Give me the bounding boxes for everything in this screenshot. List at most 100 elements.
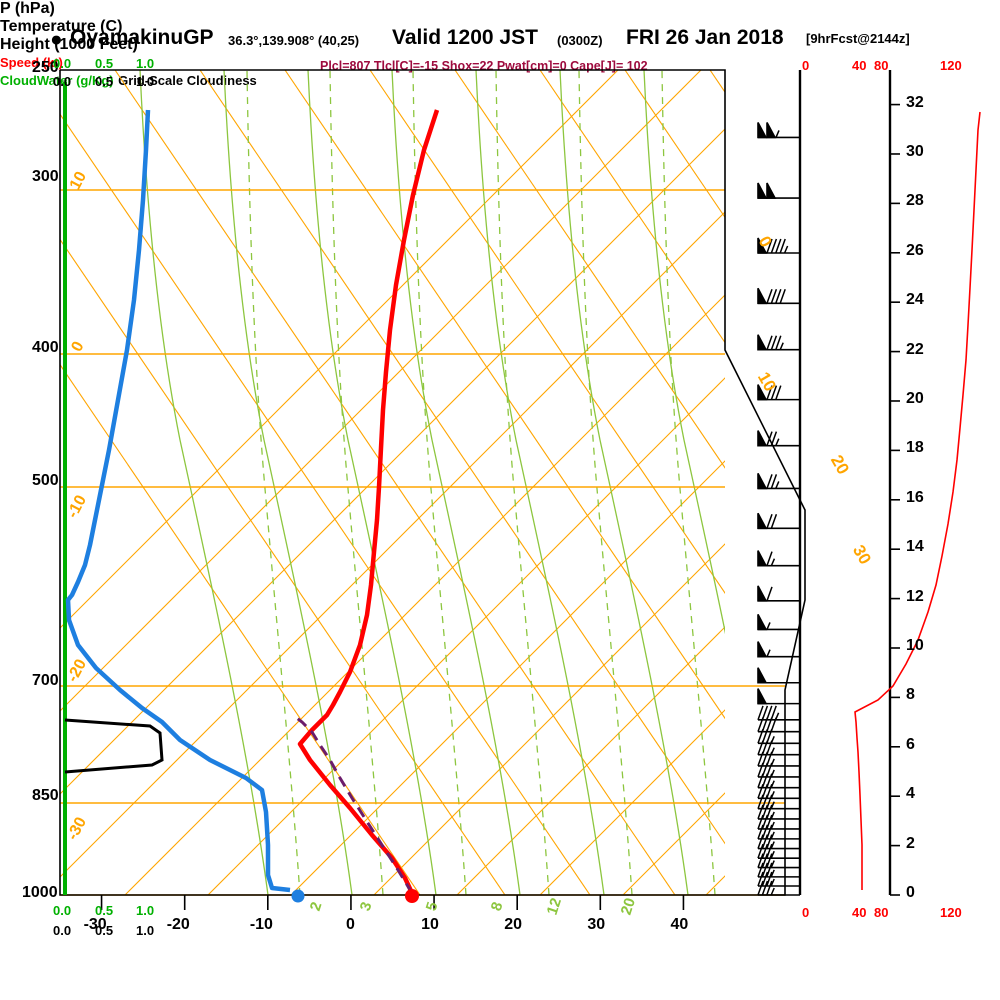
wind-barb	[757, 287, 800, 305]
forecast-tag: [9hrFcst@2144z]	[806, 31, 910, 46]
temperature-tick-20: 20	[504, 916, 522, 933]
wind-barb	[757, 853, 800, 869]
cloudwater-tick-bottom-0: 0.0	[53, 903, 72, 918]
wind-barb	[757, 585, 800, 602]
speed-tick-top-80: 80	[874, 58, 889, 73]
surface-dewpoint-marker	[291, 889, 305, 903]
valid-utc: (0300Z)	[557, 33, 603, 48]
wind-barb	[757, 880, 800, 896]
height-tick-22: 22	[906, 340, 924, 358]
wind-barb-group	[757, 122, 800, 896]
wind-speed-profile	[854, 111, 981, 890]
isotherm-lines	[60, 70, 725, 895]
height-tick-8: 8	[906, 686, 915, 704]
height-tick-30: 30	[906, 142, 924, 160]
height-tick-16: 16	[906, 488, 924, 506]
temperature-tick-10: 10	[421, 916, 439, 933]
height-tick-20: 20	[906, 389, 924, 407]
pressure-tick-700: 700	[32, 671, 59, 689]
speed-tick-bottom-40: 40	[852, 905, 867, 920]
moist-adiabat-lines	[139, 70, 725, 895]
wind-barb	[757, 384, 800, 401]
isobar-lines	[60, 189, 785, 896]
height-tick-26: 26	[906, 241, 924, 259]
speed-tick-top-40: 40	[852, 58, 867, 73]
pressure-tick-250: 250	[32, 59, 59, 76]
dry-adiabat-lines	[60, 70, 725, 895]
height-tick-group	[890, 103, 900, 896]
wind-barb	[757, 814, 800, 830]
pressure-tick-400: 400	[32, 338, 59, 356]
wind-barb	[757, 512, 800, 530]
wind-barb	[757, 182, 800, 199]
wind-barb	[757, 762, 800, 778]
wind-barb	[757, 473, 800, 490]
pressure-tick-300: 300	[32, 167, 59, 185]
wind-barb	[757, 550, 800, 567]
height-tick-2: 2	[906, 834, 915, 852]
temperature-profile	[297, 109, 440, 894]
cloudiness-tick-bottom-2: 1.0	[136, 923, 155, 938]
pressure-tick-850: 850	[32, 787, 59, 805]
wind-barb	[757, 843, 800, 859]
speed-tick-bottom-120: 120	[940, 905, 962, 920]
wind-barb	[757, 237, 800, 254]
wind-barb	[757, 871, 800, 887]
height-tick-14: 14	[906, 538, 924, 556]
height-tick-0: 0	[906, 884, 915, 901]
wind-barb	[757, 834, 800, 850]
station-bullet: ●	[50, 28, 63, 51]
wind-barb	[757, 641, 800, 658]
temperature-tick-30: 30	[587, 916, 606, 933]
height-tick-12: 12	[906, 587, 924, 605]
cloudwater-tick-top-1: 0.5	[95, 56, 114, 71]
dewpoint-profile	[65, 109, 291, 893]
speed-tick-bottom-80: 80	[874, 905, 889, 920]
height-tick-10: 10	[906, 636, 924, 654]
temperature-tick-40: 40	[670, 916, 689, 933]
wind-barb	[757, 334, 800, 351]
speed-tick-bottom-0: 0	[802, 905, 810, 920]
height-tick-28: 28	[906, 192, 924, 210]
temperature-tick-0: 0	[345, 916, 355, 933]
wind-barb	[757, 614, 800, 631]
station-coords: 36.3°,139.908° (40,25)	[228, 33, 360, 48]
cloudiness-tick-top-1: 0.5	[95, 74, 114, 89]
cloudiness-axis-label: Grid-Scale Cloudiness	[118, 73, 257, 88]
parcel-trace	[293, 714, 414, 894]
cloudiness-profile	[64, 718, 164, 774]
wind-barb	[757, 794, 800, 810]
height-tick-18: 18	[906, 439, 924, 457]
valid-date: FRI 26 Jan 2018	[626, 26, 784, 49]
speed-tick-top-0: 0	[802, 58, 810, 73]
speed-axis-label: Speed (kt)	[0, 55, 63, 70]
speed-tick-top-120: 120	[940, 58, 962, 73]
pressure-tick-500: 500	[32, 471, 59, 489]
height-tick-4: 4	[906, 785, 915, 803]
cloudiness-tick-bottom-1: 0.5	[95, 923, 114, 938]
wind-barb	[757, 122, 800, 139]
mixing-ratio-lines	[246, 70, 716, 895]
wind-barb	[757, 784, 800, 800]
cloudwater-tick-top-2: 1.0	[136, 56, 155, 71]
wind-barb	[757, 688, 800, 705]
wind-barb	[757, 667, 800, 684]
pressure-tick-1000: 1000	[22, 884, 58, 901]
temperature-axis-label: Temperature (C)	[0, 18, 123, 35]
cloudwater-tick-bottom-1: 0.5	[95, 903, 114, 918]
wind-barb	[757, 773, 800, 789]
wind-barb	[757, 824, 800, 840]
cloudwater-axis-label: CloudWater (g/Kg)	[0, 73, 114, 88]
cloudiness-tick-top-0: 0.0	[53, 74, 72, 89]
station-name: OyamakinuGP	[70, 26, 214, 49]
cloudwater-tick-top-0: 0.0	[53, 56, 72, 71]
temperature-tick--30: -30	[83, 916, 107, 933]
height-tick-32: 32	[906, 93, 924, 111]
height-tick-24: 24	[906, 291, 924, 309]
surface-temperature-marker	[405, 889, 419, 903]
wind-barb	[757, 862, 800, 878]
valid-time: Valid 1200 JST	[392, 26, 538, 49]
cloudiness-tick-top-2: 1.0	[136, 74, 155, 89]
